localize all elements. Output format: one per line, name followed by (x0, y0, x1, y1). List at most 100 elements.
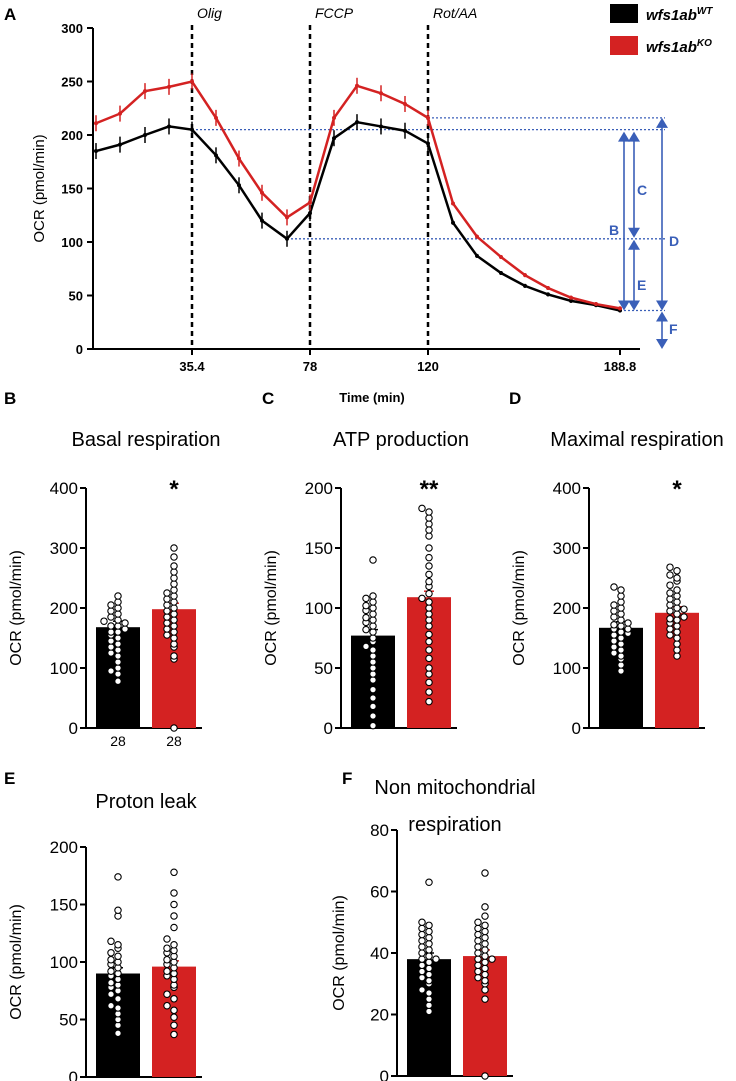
panelD-data-point (617, 586, 625, 594)
panelC-data-point (425, 544, 433, 552)
panelE-data-point (163, 990, 171, 998)
panelB-data-point (114, 628, 122, 636)
panel-a-data-point (118, 111, 122, 116)
panelB-data-point (170, 628, 178, 636)
panelF-data-point (474, 924, 482, 933)
panelC-data-point (362, 601, 370, 610)
panel-a-data-point (475, 253, 479, 258)
panel-a-injection-label: Olig (197, 5, 222, 21)
panelF-data-point (481, 995, 489, 1003)
panelD-data-point (610, 601, 618, 609)
panel-a-y-tick-label: 250 (61, 75, 83, 90)
panelD-y-tick-label: 400 (553, 479, 581, 498)
panel-a-data-point (285, 236, 289, 241)
panelF-data-point (481, 869, 489, 877)
panelB-data-point (114, 592, 122, 600)
panel-a-injection-label: Rot/AA (433, 5, 477, 21)
panelC-y-tick-label: 0 (324, 719, 333, 738)
panelF-data-point (418, 967, 426, 976)
panelE-data-point (107, 937, 115, 946)
panelF-data-point (481, 952, 489, 960)
panelD-data-point (673, 610, 681, 618)
panelE-data-point (163, 967, 171, 975)
panelF-data-point (481, 903, 489, 911)
panel-a-arrow-b-head-bottom (618, 300, 630, 311)
panelC-data-point (425, 697, 433, 706)
panelD-data-point (617, 610, 625, 618)
panelC-data-point (425, 604, 433, 612)
legend-label-ko: wfs1abKO (646, 38, 712, 56)
panelD-data-point (673, 640, 681, 648)
panelD-data-point (680, 613, 688, 621)
panelE-data-point (170, 1021, 178, 1029)
panelE-data-point (163, 1001, 171, 1010)
panelD-data-point (610, 649, 618, 657)
panel-a-data-point (523, 273, 527, 278)
panelC-data-point (369, 721, 377, 730)
panel-a-data-point (451, 201, 455, 206)
panelD-data-point (666, 631, 674, 639)
panelE-data-point (114, 952, 122, 960)
panelD-data-point (666, 601, 674, 609)
panelE-data-point (107, 967, 115, 975)
panelD-data-point (673, 586, 681, 594)
panel-a-arrow-f-head-bottom (656, 339, 668, 349)
panelF-data-point (474, 949, 482, 957)
panel-a-data-point (569, 298, 573, 303)
panelF-data-point (481, 958, 489, 966)
panelF-data-point (425, 952, 433, 960)
panelD-title: Maximal respiration (550, 429, 723, 451)
panelE-data-point (107, 949, 115, 957)
panelC-y-tick-label: 200 (305, 479, 333, 498)
panelC-data-point (425, 570, 433, 579)
panel-a-data-point (475, 234, 479, 239)
panelF-y-axis-label: OCR (pmol/min) (331, 895, 348, 1011)
panelF-data-point (418, 961, 426, 970)
panelB-y-axis-label: OCR (pmol/min) (8, 550, 25, 666)
panelB-data-point (114, 646, 122, 654)
panel-a-data-point (143, 89, 147, 94)
panel-a-arrow-e-head-bottom (628, 300, 640, 311)
panel-a-y-tick-label: 0 (76, 342, 83, 357)
panelC-data-point (425, 654, 433, 663)
panelE-y-axis-label: OCR (pmol/min) (8, 904, 25, 1020)
panelB-data-point (114, 604, 122, 612)
panelE-data-point (107, 1001, 115, 1010)
panelB-data-point (163, 625, 171, 633)
panelE-data-point (163, 935, 171, 943)
panelB-data-point (163, 595, 171, 603)
panel-letter-d: D (509, 389, 521, 408)
panelB-data-point (114, 658, 122, 666)
panelF-data-point (425, 946, 433, 954)
panelC-data-point (425, 532, 433, 540)
panelD-data-point (610, 637, 618, 645)
panelB-data-point (107, 622, 115, 630)
panelB-data-point (170, 604, 178, 612)
panelE-y-tick-label: 150 (50, 896, 78, 915)
panelC-y-tick-label: 150 (305, 539, 333, 558)
panelB-data-point (114, 622, 122, 630)
panel-a-data-point (237, 183, 241, 188)
panelE-data-point (114, 906, 122, 914)
panelB-data-point (114, 677, 122, 685)
panel-a-data-point (190, 79, 194, 84)
panelB-data-point (107, 637, 115, 645)
panel-a-data-point (260, 190, 264, 195)
panelC-data-point (425, 678, 433, 687)
panel-a-data-point (167, 124, 171, 129)
panelB-y-tick-label: 300 (50, 539, 78, 558)
panelE-data-point (170, 1030, 178, 1039)
panelE-data-point (114, 1004, 122, 1012)
panel-a-data-point (260, 218, 264, 223)
panel-letter-f: F (342, 769, 352, 788)
panelB-data-point (100, 617, 108, 625)
panelD-data-point (666, 607, 674, 615)
panelC-data-point (362, 642, 370, 651)
panelF-data-point (425, 970, 433, 979)
panelC-data-point (369, 694, 377, 702)
panelC-data-point (418, 504, 426, 513)
panelB-y-tick-label: 100 (50, 659, 78, 678)
panelF-title-line: respiration (408, 814, 501, 836)
panel-a-segment-label-c: C (637, 182, 647, 198)
panelD-data-point (673, 604, 681, 612)
